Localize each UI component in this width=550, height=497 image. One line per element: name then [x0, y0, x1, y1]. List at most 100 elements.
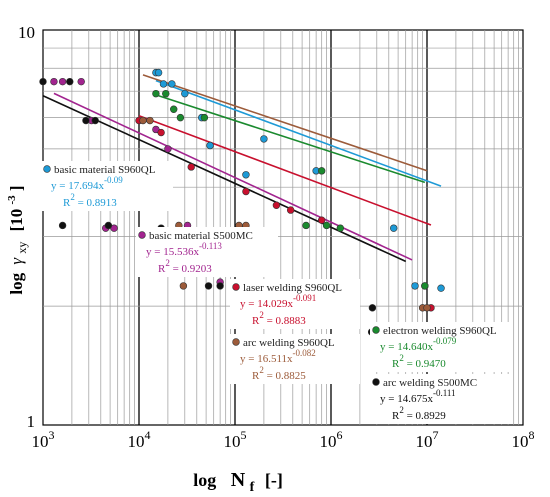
x-tick-base: 10 [224, 432, 241, 451]
data-point [368, 304, 377, 312]
x-axis-label-main: log [193, 470, 216, 490]
data-point [206, 141, 214, 150]
r2-value: = 0.9470 [404, 358, 446, 370]
y-tick-label: 10 [18, 23, 35, 42]
data-point [336, 224, 345, 232]
data-point [421, 282, 429, 290]
data-point [179, 282, 188, 290]
x-axis-label-var: N [231, 469, 246, 491]
data-point [272, 201, 281, 209]
legend-series-name: laser welding S960QL [243, 282, 342, 294]
data-point [66, 77, 74, 86]
legend-box [370, 322, 510, 372]
data-point [317, 216, 326, 224]
data-point [181, 89, 189, 98]
y-axis-label-exp: -3 [6, 195, 18, 205]
legend-box [370, 374, 510, 424]
legend-marker [232, 283, 240, 291]
trend-line [142, 74, 428, 172]
data-point [104, 221, 113, 230]
r2-exponent: 2 [259, 365, 264, 375]
x-axis-label-unit: [-] [265, 470, 283, 490]
data-point [39, 77, 47, 86]
legend-r-squared: R2 = 0.8883 [252, 310, 306, 327]
y-axis-label-sub: xy [15, 242, 29, 254]
data-point [411, 282, 419, 290]
x-tick-exponent: 3 [49, 428, 55, 442]
data-point [91, 116, 99, 125]
legend-r-squared: R2 = 0.8825 [252, 365, 306, 382]
data-point [286, 206, 295, 214]
r2-value: = 0.8883 [264, 315, 306, 327]
x-tick-label: 107 [416, 428, 439, 451]
data-point [162, 89, 170, 98]
x-tick-label: 104 [128, 428, 151, 451]
x-tick-base: 10 [128, 432, 145, 451]
legend-marker [372, 326, 380, 334]
legend-marker [372, 378, 380, 386]
data-point [159, 80, 168, 88]
data-point [170, 105, 178, 113]
x-axis-label-sub: f [250, 480, 255, 495]
equation-prefix: y = 14.640x [380, 341, 433, 353]
data-point [423, 304, 431, 312]
x-tick-label: 105 [224, 428, 247, 451]
data-point [168, 80, 176, 88]
equation-prefix: y = 15.536x [146, 246, 199, 258]
data-point [157, 128, 165, 137]
r2-value: = 0.9203 [170, 263, 212, 275]
r2-value: = 0.8913 [75, 197, 117, 209]
x-tick-base: 10 [32, 432, 49, 451]
legend-marker [138, 231, 146, 239]
r2-letter: R [392, 358, 400, 370]
data-point [187, 163, 195, 171]
data-point [77, 77, 85, 86]
data-point [322, 221, 331, 230]
x-tick-exponent: 8 [529, 428, 535, 442]
equation-prefix: y = 16.511x [240, 353, 293, 365]
legend-series-name: basic material S960QL [54, 164, 156, 176]
legend-r-squared: R2 = 0.8929 [392, 405, 446, 422]
legend-equation: y = 14.640x-0.079 [380, 336, 457, 353]
equation-exponent: -0.113 [199, 241, 222, 251]
legend-box [136, 227, 278, 277]
data-point [302, 221, 310, 230]
data-point [58, 221, 67, 230]
legend-r-squared: R2 = 0.9470 [392, 353, 446, 370]
data-point [204, 282, 213, 290]
r2-exponent: 2 [165, 258, 170, 268]
legend-equation: y = 15.536x-0.113 [146, 241, 222, 258]
legend-box [41, 161, 173, 211]
fit-lines [42, 74, 442, 263]
trend-line [42, 95, 407, 263]
x-tick-exponent: 6 [337, 428, 343, 442]
data-point [390, 224, 398, 232]
data-point [437, 284, 445, 292]
equation-exponent: -0.09 [104, 175, 123, 185]
legend-r-squared: R2 = 0.8913 [63, 192, 117, 209]
data-point [146, 116, 154, 125]
data-point [260, 135, 268, 143]
data-point [242, 171, 250, 179]
trend-line [138, 114, 432, 226]
x-tick-label: 106 [320, 428, 343, 451]
trend-line [53, 92, 413, 261]
x-tick-exponent: 7 [433, 428, 439, 442]
legend-r-squared: R2 = 0.9203 [158, 258, 212, 275]
x-tick-exponent: 5 [241, 428, 247, 442]
y-axis-label-close: ] [7, 185, 26, 191]
r2-letter: R [252, 370, 260, 382]
legend-equation: y = 17.694x-0.09 [51, 175, 123, 192]
legend-equation: y = 14.675x-0.111 [380, 388, 456, 405]
data-point [216, 282, 224, 290]
data-point [58, 77, 67, 86]
trend-line [155, 94, 426, 184]
r2-exponent: 2 [259, 310, 264, 320]
equation-prefix: y = 14.675x [380, 393, 433, 405]
data-point [164, 145, 172, 153]
r2-letter: R [392, 410, 400, 422]
y-tick-label: 1 [27, 412, 36, 431]
r2-exponent: 2 [399, 353, 404, 363]
x-tick-base: 10 [512, 432, 529, 451]
